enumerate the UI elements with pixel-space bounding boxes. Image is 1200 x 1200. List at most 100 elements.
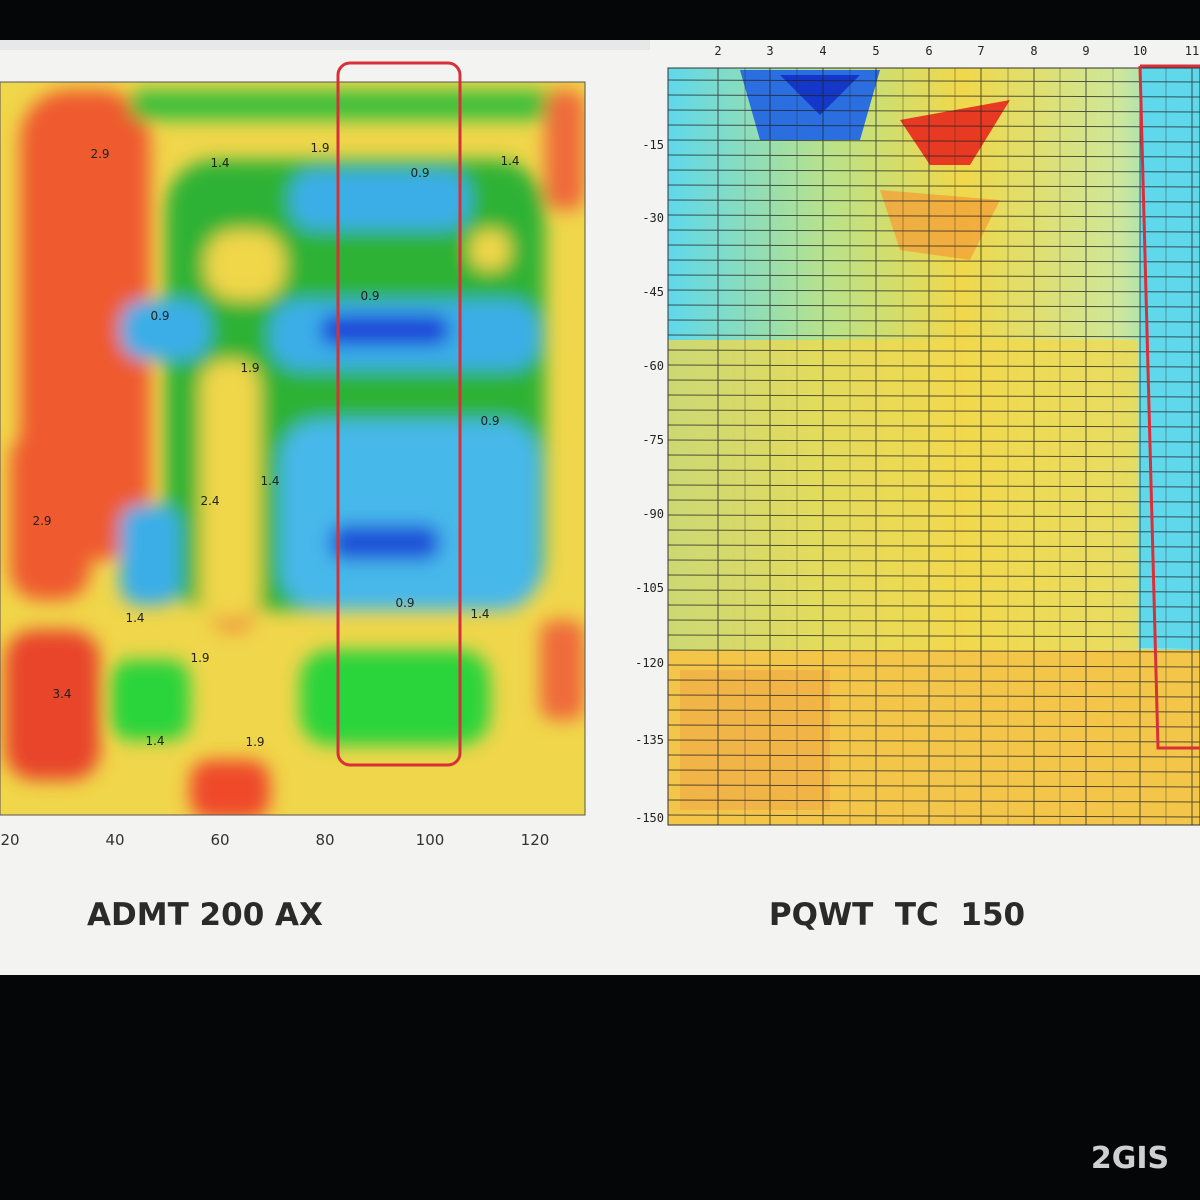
top-tick-label: 6: [925, 44, 932, 58]
grid-line: [668, 769, 1200, 773]
grid-line: [668, 94, 1200, 98]
grid-line: [668, 394, 1200, 398]
grid-line: [668, 589, 1200, 593]
grid-line: [668, 199, 1200, 203]
grid-line: [668, 814, 1200, 818]
x-tick-label: 40: [105, 831, 124, 849]
grid-line: [668, 754, 1200, 758]
grid-line: [668, 649, 1200, 653]
grid-line: [668, 364, 1200, 368]
contour-label: 1.4: [500, 154, 519, 168]
grid-line: [668, 184, 1200, 188]
grid-line: [668, 139, 1200, 143]
y-tick-label: -15: [642, 138, 664, 152]
right-highlight-box: [1138, 64, 1200, 750]
x-tick-label: 80: [315, 831, 334, 849]
watermark: 2GIS: [1091, 1141, 1169, 1176]
y-tick-label: -135: [635, 733, 664, 747]
grid-line: [668, 289, 1200, 293]
grid-line: [668, 724, 1200, 728]
grid-line: [668, 409, 1200, 413]
contour-label: 1.9: [190, 651, 209, 665]
grid-line: [668, 484, 1200, 488]
top-tick-label: 5: [872, 44, 879, 58]
grid-line: [668, 379, 1200, 383]
top-tick-label: 2: [714, 44, 721, 58]
x-tick-label: 120: [521, 831, 550, 849]
left-heatmap: [0, 82, 585, 815]
x-tick-label: 100: [416, 831, 445, 849]
left-highlight-box: [336, 61, 462, 767]
x-tick-label: 60: [210, 831, 229, 849]
top-tick-label: 9: [1082, 44, 1089, 58]
contour-label: 1.4: [260, 474, 279, 488]
grid-line: [668, 559, 1200, 563]
left-caption: ADMT 200 AX: [87, 897, 323, 933]
grid-line: [668, 334, 1200, 338]
contour-label: 2.9: [32, 514, 51, 528]
grid-line: [668, 784, 1200, 788]
window-header: [0, 40, 650, 50]
grid-line: [668, 154, 1200, 158]
grid-line: [668, 739, 1200, 743]
contour-label: 1.9: [310, 141, 329, 155]
grid-line: [668, 694, 1200, 698]
top-tick-label: 11: [1185, 44, 1199, 58]
grid-line: [668, 574, 1200, 578]
contour-label: 0.9: [410, 166, 429, 180]
grid-line: [668, 799, 1200, 803]
contour-label: 0.9: [480, 414, 499, 428]
y-tick-label: -120: [635, 656, 664, 670]
grid-line: [668, 424, 1200, 428]
grid-line: [668, 619, 1200, 623]
grid-line: [668, 274, 1200, 278]
grid-line: [668, 544, 1200, 548]
grid-line: [668, 469, 1200, 473]
y-tick-label: -105: [635, 581, 664, 595]
grid-line: [668, 319, 1200, 323]
right-heatmap: [668, 68, 1200, 825]
contour-label: 1.9: [240, 361, 259, 375]
contour-label: 1.4: [470, 607, 489, 621]
grid-line: [668, 514, 1200, 518]
grid-line: [668, 124, 1200, 128]
grid-line: [668, 439, 1200, 443]
top-tick-label: 3: [766, 44, 773, 58]
top-tick-label: 7: [977, 44, 984, 58]
x-tick-label: 20: [0, 831, 19, 849]
top-tick-label: 10: [1133, 44, 1147, 58]
contour-label: 0.9: [395, 596, 414, 610]
right-plot-frame: [667, 67, 1200, 826]
contour-label: 0.9: [150, 309, 169, 323]
y-tick-label: -75: [642, 433, 664, 447]
top-tick-label: 4: [819, 44, 826, 58]
grid-line: [668, 79, 1200, 83]
grid-line: [668, 709, 1200, 713]
grid-line: [668, 604, 1200, 608]
grid-line: [668, 349, 1200, 353]
grid-line: [668, 634, 1200, 638]
contour-label: 2.9: [90, 147, 109, 161]
grid-line: [668, 244, 1200, 248]
grid-line: [668, 169, 1200, 173]
contour-label: 2.4: [200, 494, 219, 508]
contour-label: 1.9: [245, 735, 264, 749]
top-tick-label: 8: [1030, 44, 1037, 58]
grid-line: [668, 679, 1200, 683]
y-tick-label: -45: [642, 285, 664, 299]
grid-line: [668, 229, 1200, 233]
grid-line: [668, 529, 1200, 533]
grid-line: [668, 664, 1200, 668]
contour-label: 1.4: [125, 611, 144, 625]
contour-label: 1.4: [145, 734, 164, 748]
grid-line: [668, 454, 1200, 458]
contour-label: 1.4: [210, 156, 229, 170]
grid-line: [668, 304, 1200, 308]
right-caption: PQWT TC 150: [769, 897, 1025, 933]
grid-line: [668, 109, 1200, 113]
grid-line: [668, 499, 1200, 503]
y-tick-label: -90: [642, 507, 664, 521]
grid-line: [668, 214, 1200, 218]
grid-line: [668, 259, 1200, 263]
